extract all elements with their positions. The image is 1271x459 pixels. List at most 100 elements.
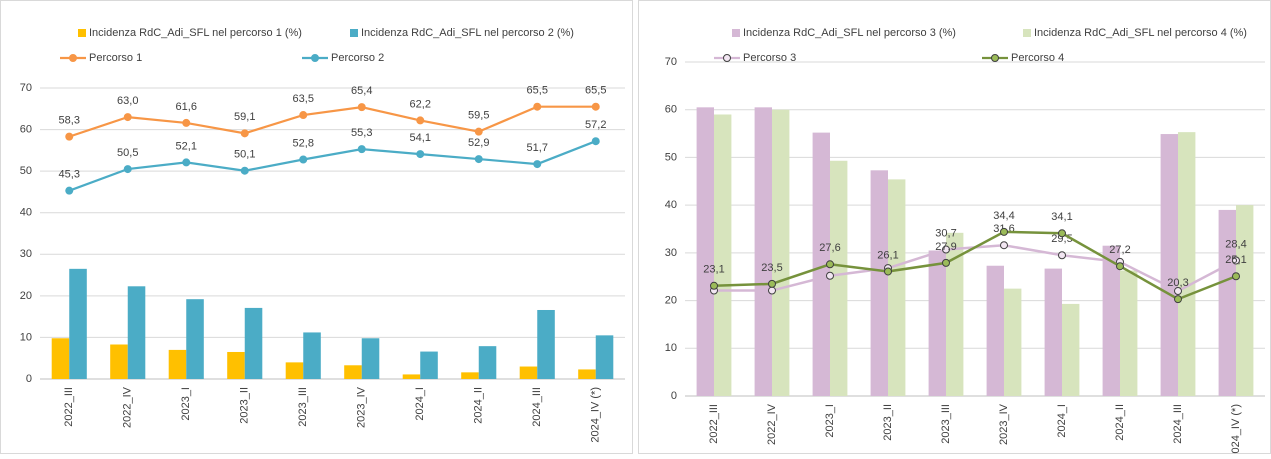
y-tick-label: 40 <box>665 199 677 211</box>
y-tick-label: 30 <box>665 247 677 259</box>
legend-swatch <box>78 29 86 37</box>
point <box>533 160 542 169</box>
data-label: 23,1 <box>703 264 724 276</box>
y-tick-label: 50 <box>665 151 677 163</box>
data-label: 65,5 <box>527 85 548 97</box>
x-tick-label: 2024_I <box>414 387 426 421</box>
legend-label: Percorso 3 <box>743 52 796 64</box>
point <box>65 132 74 141</box>
point <box>826 271 834 280</box>
y-tick-label: 20 <box>20 290 32 302</box>
point <box>826 260 834 269</box>
legend-marker <box>991 54 999 62</box>
bar <box>285 362 304 379</box>
point <box>768 279 776 288</box>
x-tick-label: 2024_III <box>531 387 543 427</box>
point <box>1058 229 1066 238</box>
bar <box>714 114 732 396</box>
bar <box>461 372 479 379</box>
point <box>299 111 308 120</box>
data-label: 65,4 <box>351 85 372 97</box>
point <box>474 127 483 136</box>
line <box>68 140 597 192</box>
bar <box>303 332 321 379</box>
x-tick-label: 2023_I <box>180 387 192 421</box>
data-label: 25,1 <box>1225 254 1246 266</box>
point <box>1174 287 1182 296</box>
bar <box>1236 205 1254 396</box>
y-tick-label: 60 <box>20 123 32 135</box>
x-tick-label: 2023_II <box>882 404 894 441</box>
legend-label: Incidenza RdC_Adi_SFL nel percorso 4 (%) <box>1034 27 1247 39</box>
y-tick-label: 40 <box>20 207 32 219</box>
bar <box>1004 288 1022 396</box>
bar <box>478 346 497 379</box>
x-tick-label: 2023_IV <box>998 403 1010 445</box>
data-label: 51,7 <box>527 142 548 154</box>
bar <box>186 299 204 379</box>
point <box>768 286 776 295</box>
point <box>1232 272 1240 281</box>
point <box>1116 262 1124 271</box>
bar <box>519 366 538 379</box>
point <box>123 165 132 174</box>
x-tick-label: 2022_III <box>63 387 75 427</box>
data-label: 34,4 <box>993 210 1014 222</box>
y-tick-label: 0 <box>671 390 677 402</box>
data-label: 59,5 <box>468 110 489 122</box>
data-label: 30,7 <box>935 227 956 239</box>
point <box>416 116 425 125</box>
legend-swatch <box>350 29 358 37</box>
data-label: 63,0 <box>117 95 138 107</box>
bar <box>110 344 128 379</box>
point <box>474 155 483 164</box>
legend-label: Percorso 1 <box>89 52 142 64</box>
point <box>591 102 600 111</box>
point <box>1232 256 1240 265</box>
point <box>357 145 366 154</box>
data-label: 54,1 <box>410 132 431 144</box>
bar <box>168 349 187 379</box>
y-tick-label: 50 <box>20 165 32 177</box>
data-label: 61,6 <box>176 101 197 113</box>
y-tick-label: 70 <box>20 82 32 94</box>
x-tick-label: 2022_IV <box>766 403 778 445</box>
point <box>299 155 308 164</box>
legend-label: Incidenza RdC_Adi_SFL nel percorso 2 (%) <box>361 27 574 39</box>
x-tick-label: 2023_IV <box>356 386 368 428</box>
data-label: 27,6 <box>819 242 840 254</box>
x-tick-label: 2023_II <box>239 387 251 424</box>
point <box>1174 295 1182 304</box>
point <box>240 166 249 175</box>
data-label: 26,1 <box>877 249 898 261</box>
bar <box>402 374 421 379</box>
x-tick-label: 2024_IV (*) <box>1230 404 1242 454</box>
point <box>357 103 366 112</box>
y-tick-label: 0 <box>26 373 32 385</box>
bar <box>830 160 848 396</box>
bar <box>537 309 555 379</box>
x-tick-label: 2024_I <box>1056 404 1068 438</box>
data-label: 27,9 <box>935 241 956 253</box>
y-tick-label: 10 <box>665 342 677 354</box>
point <box>942 258 950 267</box>
bar <box>344 365 362 379</box>
bar <box>1102 245 1120 396</box>
data-label: 34,1 <box>1051 211 1072 223</box>
bar <box>1062 303 1080 396</box>
bar <box>51 338 70 379</box>
legend-label: Incidenza RdC_Adi_SFL nel percorso 3 (%) <box>743 27 956 39</box>
bar <box>420 351 438 379</box>
y-tick-label: 20 <box>665 294 677 306</box>
bar <box>127 286 146 379</box>
point <box>65 186 74 195</box>
panel <box>0 0 633 454</box>
bar <box>244 307 263 379</box>
data-label: 58,3 <box>59 115 80 127</box>
point <box>123 113 132 122</box>
bar <box>595 335 614 379</box>
point <box>416 150 425 159</box>
x-tick-label: 2023_I <box>824 404 836 438</box>
bar <box>946 232 964 396</box>
line <box>68 105 596 138</box>
